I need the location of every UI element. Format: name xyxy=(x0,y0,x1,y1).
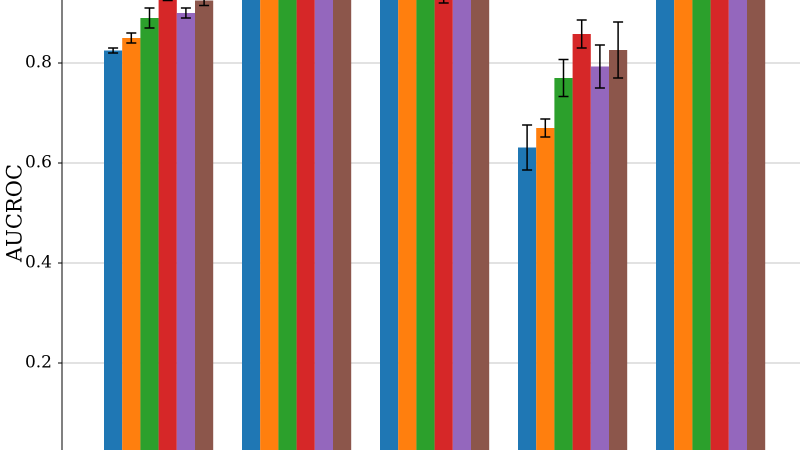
error-bar xyxy=(199,0,210,7)
error-bar xyxy=(126,32,137,44)
bar xyxy=(158,0,177,450)
bar xyxy=(728,0,747,450)
bar xyxy=(416,0,435,450)
bar xyxy=(380,0,399,450)
bar xyxy=(590,66,609,450)
error-bar xyxy=(162,0,173,2)
y-tick-label: 0.4 xyxy=(25,253,52,273)
error-bar xyxy=(522,124,533,171)
y-tick-label: 0.6 xyxy=(25,153,52,173)
y-tick-label: 0.8 xyxy=(25,53,52,73)
bar xyxy=(518,147,537,450)
bar xyxy=(434,0,453,450)
error-bar xyxy=(594,44,605,89)
bar xyxy=(104,50,123,450)
bar xyxy=(122,38,141,450)
error-bar xyxy=(180,7,191,19)
error-bar xyxy=(540,118,551,138)
bar xyxy=(278,0,297,450)
bar xyxy=(195,0,214,450)
bar xyxy=(242,0,261,450)
bar xyxy=(333,0,352,450)
bar xyxy=(140,18,159,450)
bar xyxy=(710,0,729,450)
bars xyxy=(104,0,766,450)
bar xyxy=(572,34,591,450)
bar xyxy=(176,13,195,450)
bar xyxy=(536,128,555,450)
bar xyxy=(314,0,333,450)
bar xyxy=(674,0,693,450)
error-bar xyxy=(576,19,587,49)
bar xyxy=(692,0,711,450)
bar xyxy=(747,0,766,450)
y-tick-label: 0.2 xyxy=(25,353,52,373)
bar xyxy=(609,50,628,450)
bar xyxy=(296,0,315,450)
error-bar xyxy=(438,0,449,4)
y-axis-label: AUCROC xyxy=(3,164,27,263)
error-bar xyxy=(613,21,624,79)
bar xyxy=(471,0,490,450)
error-bar xyxy=(144,7,155,29)
bar xyxy=(398,0,417,450)
error-bar xyxy=(558,58,569,98)
bar xyxy=(452,0,471,450)
bar xyxy=(260,0,279,450)
error-bar xyxy=(108,47,119,54)
bar xyxy=(554,78,573,450)
bar xyxy=(656,0,675,450)
